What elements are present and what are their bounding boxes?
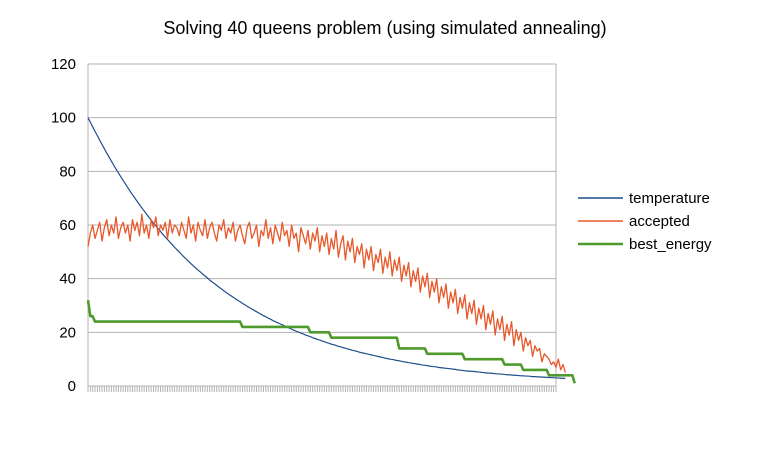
legend-label-best_energy: best_energy	[629, 236, 712, 253]
y-tick-label: 80	[59, 163, 76, 180]
legend: temperature accepted best_energy	[578, 190, 712, 253]
y-tick-label: 20	[59, 324, 76, 341]
y-tick-label: 40	[59, 271, 76, 288]
y-tick-label: 60	[59, 217, 76, 234]
legend-label-accepted: accepted	[629, 213, 690, 230]
y-tick-label: 100	[51, 110, 76, 127]
series-line-temperature	[87, 117, 566, 380]
y-tick-label: 0	[68, 378, 76, 395]
gridlines	[87, 63, 557, 387]
y-axis-ticks: 0 20 40 60 80 100 120	[51, 56, 76, 395]
series-line-accepted	[87, 213, 566, 373]
x-axis-ticks	[87, 385, 557, 392]
chart-title: Solving 40 queens problem (using simulat…	[163, 18, 606, 38]
legend-label-temperature: temperature	[629, 190, 710, 207]
series-lines	[86, 117, 576, 384]
series-line-best_energy	[86, 299, 576, 384]
y-tick-label: 120	[51, 56, 76, 73]
